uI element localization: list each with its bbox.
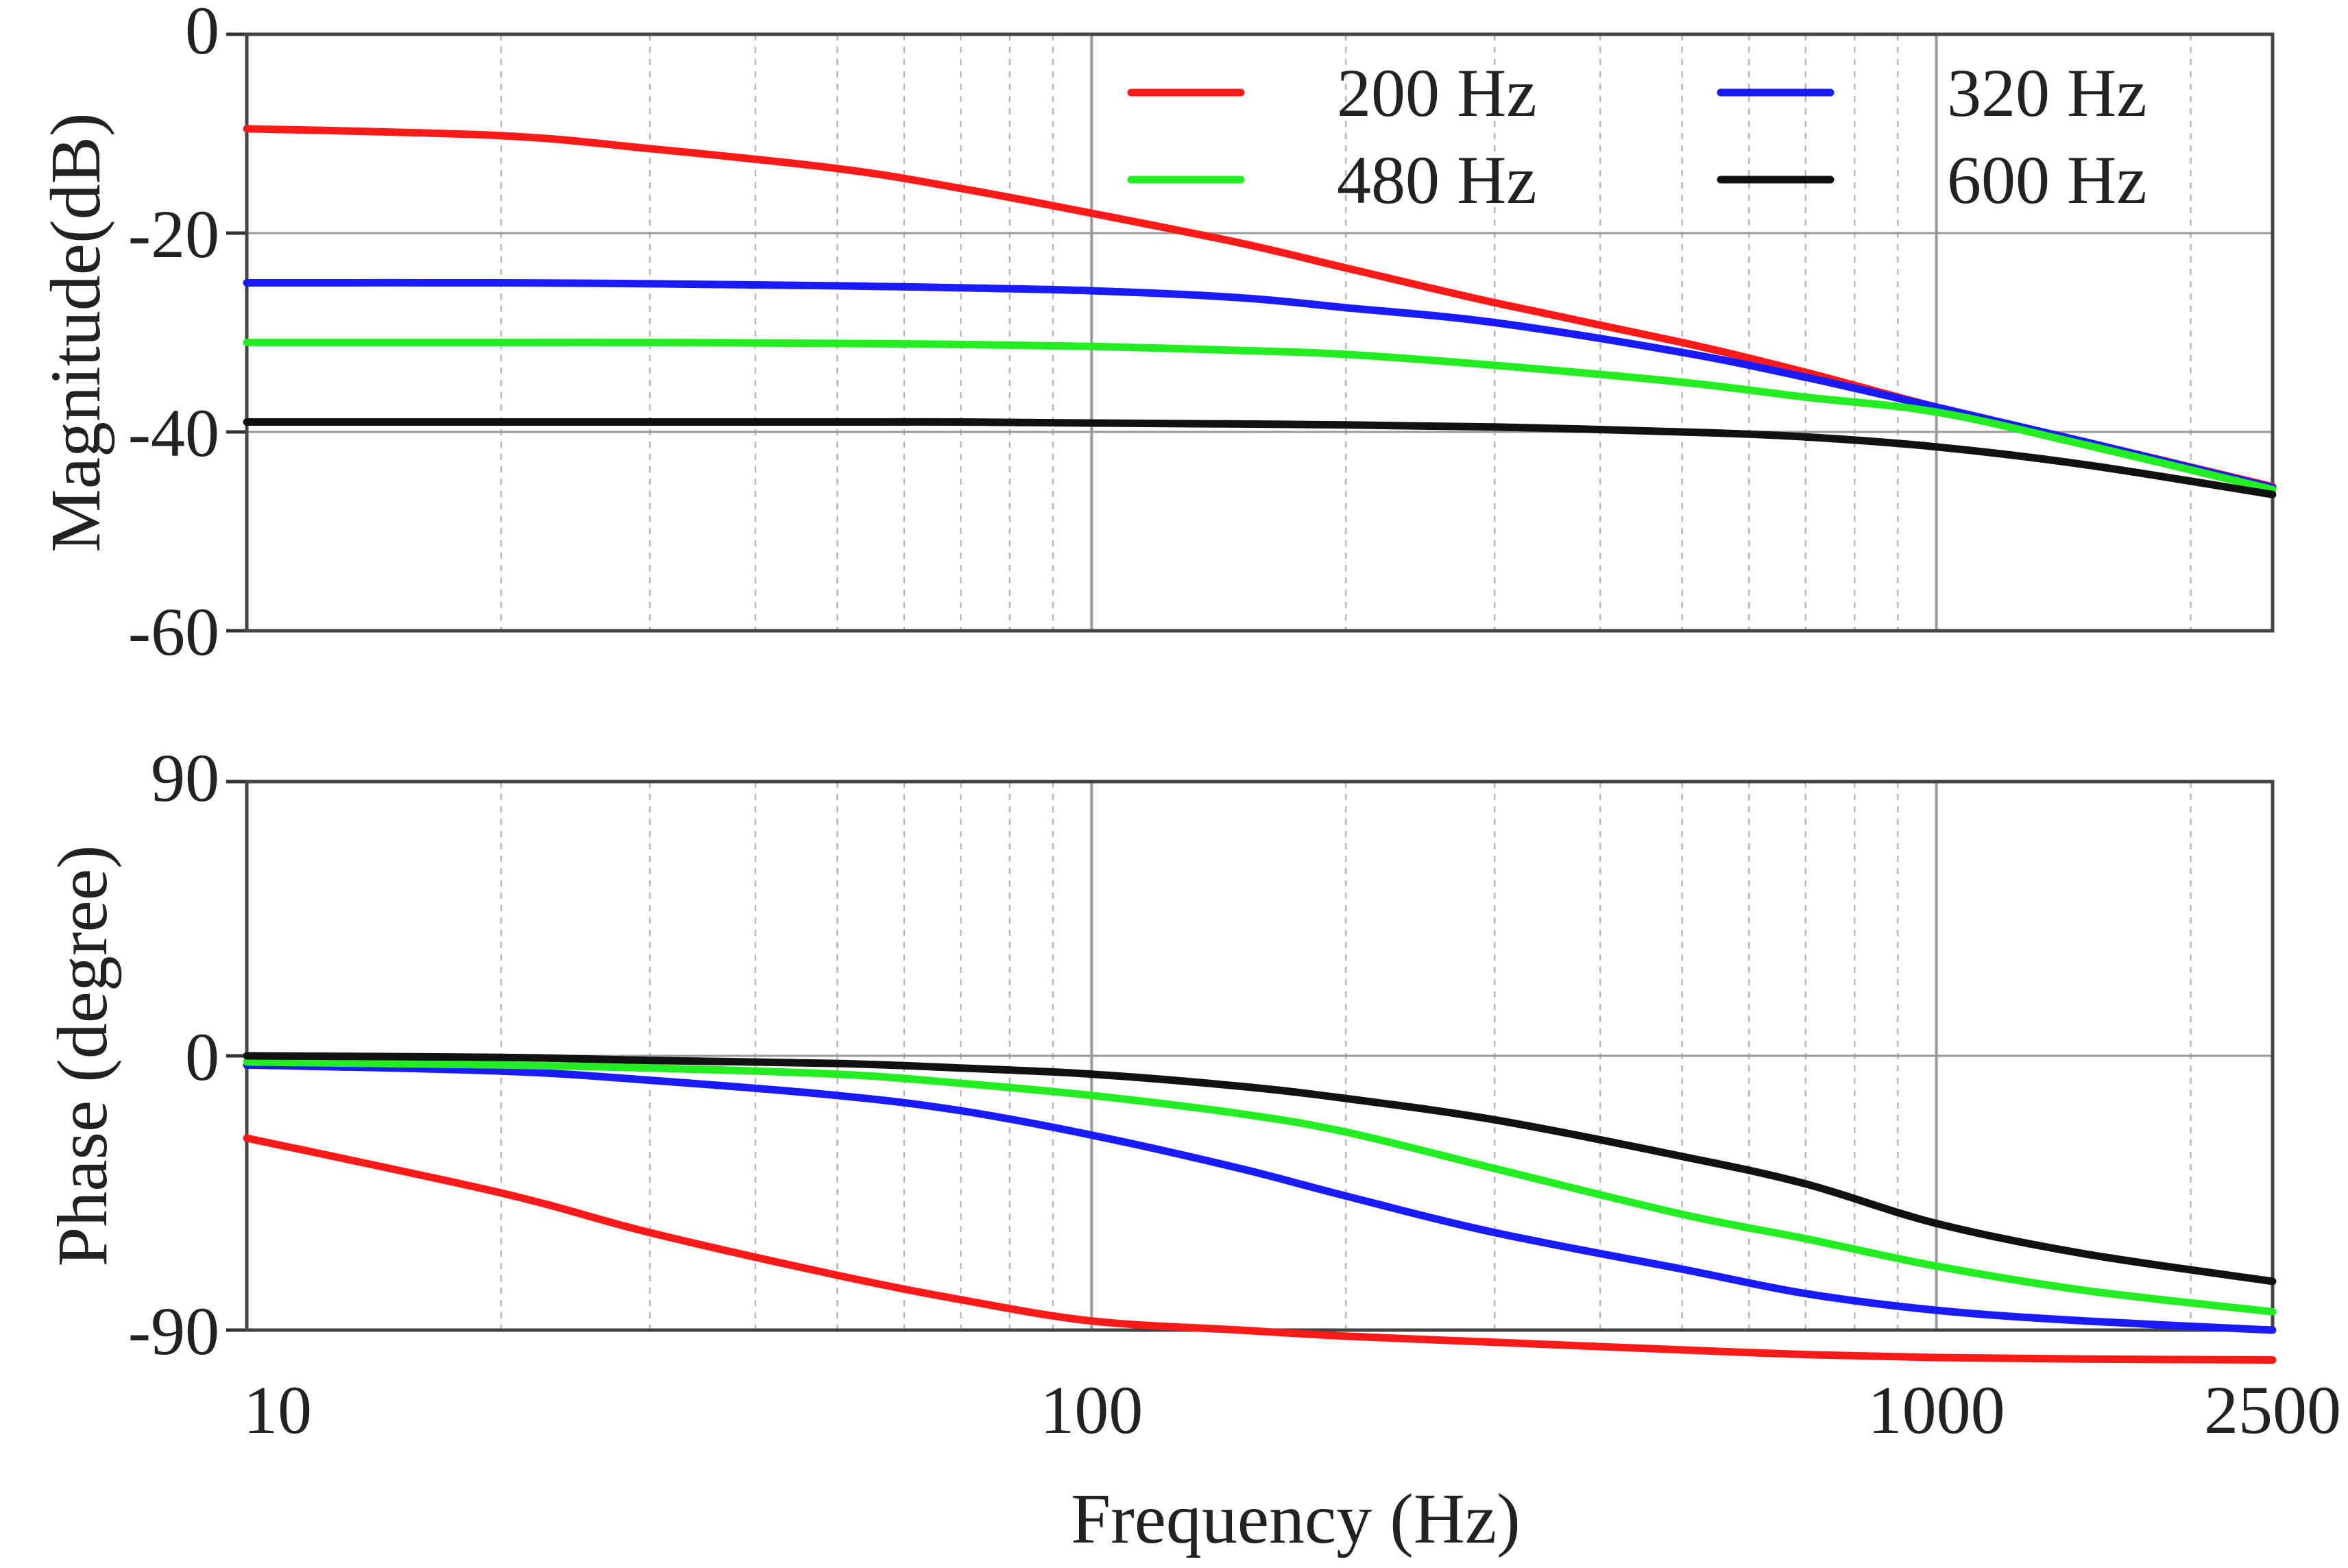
x-axis-title: Frequency (Hz) bbox=[1071, 1480, 1520, 1558]
legend-label: 480 Hz bbox=[1337, 142, 1537, 218]
y-tick-label: 0 bbox=[185, 0, 219, 69]
series-line-200-hz bbox=[243, 1134, 2277, 1364]
legend-label: 600 Hz bbox=[1947, 142, 2147, 218]
x-axis-title-group: 10 100 1000 2500 Frequency (Hz) bbox=[243, 1372, 2341, 1558]
plot-frame bbox=[245, 32, 2275, 633]
legend-label: 200 Hz bbox=[1337, 55, 1537, 131]
series-line-320-hz bbox=[243, 1061, 2277, 1334]
series-line-600-hz bbox=[243, 1052, 2277, 1286]
series-line-600-hz bbox=[243, 418, 2277, 498]
y-tick-label: -40 bbox=[128, 395, 219, 471]
y-tick-label: -20 bbox=[128, 196, 219, 272]
y-axis-title: Magnitude(dB) bbox=[36, 112, 115, 552]
x-tick-label: 10 bbox=[243, 1372, 312, 1448]
x-tick-label: 100 bbox=[1040, 1372, 1143, 1448]
y-tick-label: -60 bbox=[128, 594, 219, 670]
x-tick-label: 1000 bbox=[1868, 1372, 2005, 1448]
legend-label: 320 Hz bbox=[1947, 55, 2147, 131]
y-tick-label: 0 bbox=[185, 1019, 219, 1095]
series-line-480-hz bbox=[243, 338, 2277, 494]
x-tick-label: 2500 bbox=[2204, 1372, 2341, 1448]
legend: 200 Hz 320 Hz 480 Hz 600 Hz bbox=[1127, 55, 2147, 218]
series-line-320-hz bbox=[243, 278, 2277, 492]
y-tick-label: 90 bbox=[151, 740, 219, 816]
series-line-480-hz bbox=[243, 1058, 2277, 1316]
y-tick-label: -90 bbox=[128, 1293, 219, 1369]
y-axis-title: Phase (degree) bbox=[43, 845, 122, 1266]
